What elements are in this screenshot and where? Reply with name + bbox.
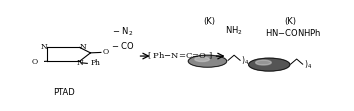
Circle shape [195, 57, 210, 61]
Circle shape [249, 58, 290, 71]
Circle shape [188, 55, 227, 67]
Text: HN$-$CONHPh: HN$-$CONHPh [264, 28, 320, 39]
Text: $)_4$: $)_4$ [304, 58, 312, 71]
Circle shape [256, 60, 271, 65]
Text: $)_4$: $)_4$ [241, 55, 249, 67]
Text: NH$_2$: NH$_2$ [225, 24, 242, 37]
Text: O: O [31, 58, 38, 66]
Text: N: N [80, 43, 86, 51]
Text: $-$ N$_2$: $-$ N$_2$ [112, 26, 133, 38]
Text: PTAD: PTAD [53, 88, 75, 97]
Text: (K): (K) [284, 17, 296, 26]
Text: Ph: Ph [91, 59, 101, 67]
Text: O: O [103, 48, 109, 56]
Text: $-$ CO: $-$ CO [110, 40, 134, 51]
Text: N: N [40, 43, 47, 51]
Text: [ Ph$-$N=C=O ]: [ Ph$-$N=C=O ] [147, 51, 213, 61]
Text: (K): (K) [203, 17, 215, 26]
Text: N: N [76, 59, 83, 67]
